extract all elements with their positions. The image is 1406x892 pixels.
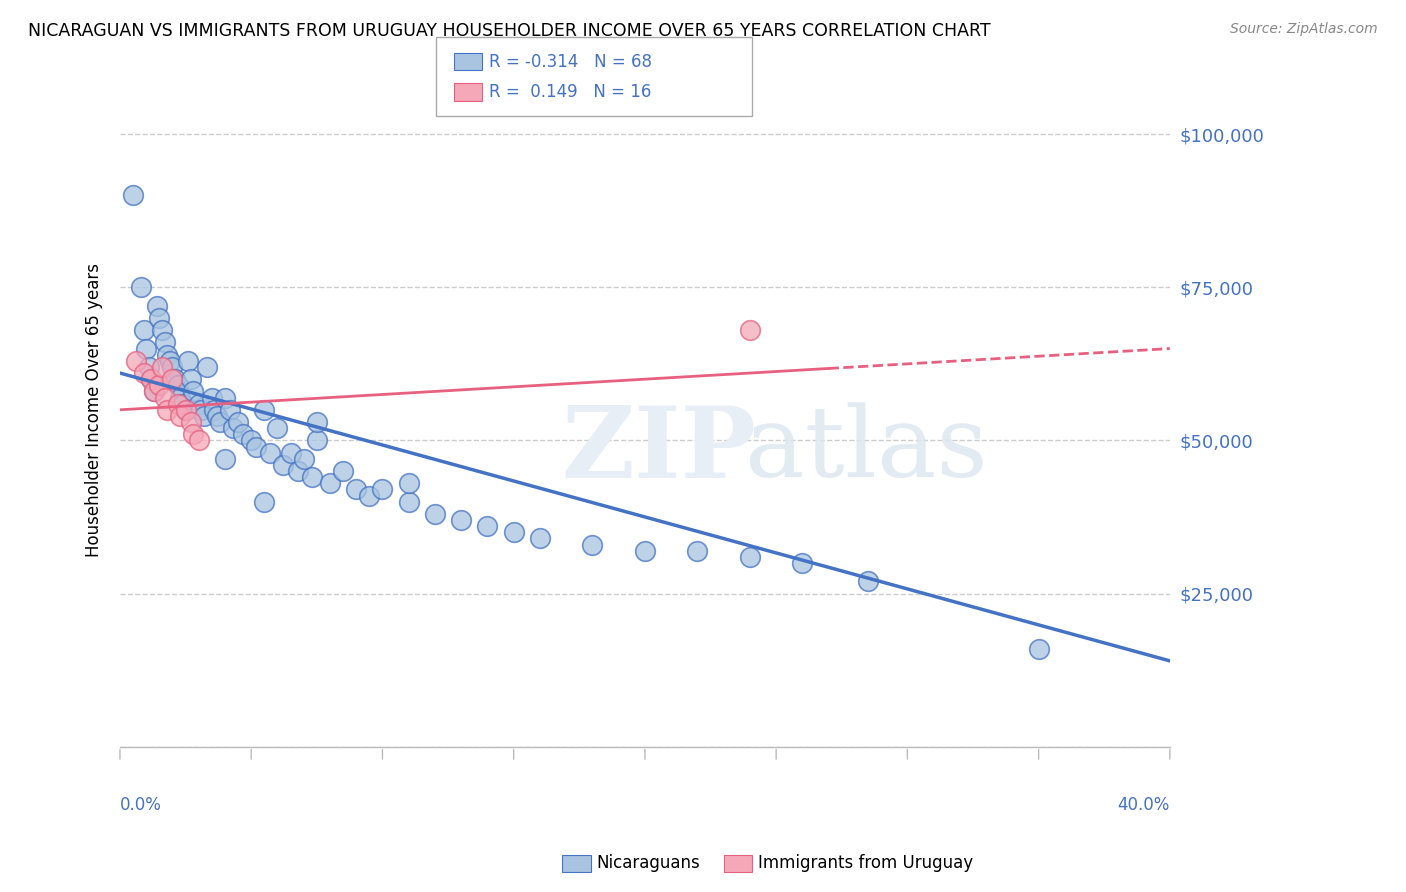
Point (253, 494, 276, 508)
Point (253, 402, 276, 417)
Point (156, 348, 179, 362)
Point (166, 397, 188, 411)
Point (201, 391, 224, 405)
Point (135, 342, 157, 356)
Point (205, 409, 228, 423)
Point (204, 402, 226, 417)
Point (148, 310, 170, 325)
Point (125, 353, 148, 368)
Point (305, 434, 328, 448)
Point (172, 397, 194, 411)
Point (305, 415, 328, 429)
Text: 0.0%: 0.0% (120, 796, 162, 814)
Point (529, 532, 551, 546)
Point (398, 476, 420, 491)
Point (280, 445, 302, 459)
Point (159, 353, 181, 368)
Point (193, 409, 215, 423)
Point (301, 470, 323, 484)
Text: Immigrants from Uruguay: Immigrants from Uruguay (758, 855, 973, 872)
Text: R =  0.149   N = 16: R = 0.149 N = 16 (489, 83, 651, 101)
Point (450, 513, 472, 527)
Point (581, 537, 603, 551)
Point (226, 415, 249, 429)
Text: NICARAGUAN VS IMMIGRANTS FROM URUGUAY HOUSEHOLDER INCOME OVER 65 YEARS CORRELATI: NICARAGUAN VS IMMIGRANTS FROM URUGUAY HO… (28, 22, 991, 40)
Point (162, 359, 184, 374)
Point (359, 489, 381, 503)
Point (287, 464, 309, 478)
Point (174, 402, 197, 417)
Point (150, 359, 173, 374)
Y-axis label: Householder Income Over 65 years: Householder Income Over 65 years (86, 263, 103, 557)
Point (292, 451, 315, 466)
Point (502, 525, 524, 540)
Point (634, 543, 657, 558)
Point (169, 391, 191, 405)
Point (423, 507, 446, 521)
Point (1028, 641, 1050, 656)
Point (143, 384, 166, 399)
Point (143, 384, 166, 399)
Point (271, 458, 294, 472)
Point (132, 323, 155, 337)
Point (180, 415, 202, 429)
Text: Source: ZipAtlas.com: Source: ZipAtlas.com (1230, 22, 1378, 37)
Point (177, 353, 200, 368)
Point (332, 464, 354, 478)
Point (187, 397, 209, 411)
Point (219, 402, 242, 417)
Point (148, 378, 170, 392)
Point (232, 427, 254, 442)
Point (174, 402, 197, 417)
Point (153, 391, 176, 405)
Point (266, 421, 288, 435)
Point (183, 427, 205, 442)
Point (259, 445, 281, 459)
Point (477, 519, 499, 533)
Point (792, 556, 814, 570)
Point (153, 335, 176, 350)
Point (222, 421, 245, 435)
Text: 40.0%: 40.0% (1118, 796, 1170, 814)
Text: atlas: atlas (745, 402, 987, 498)
Point (166, 378, 188, 392)
Point (141, 372, 163, 386)
Point (319, 476, 342, 491)
Point (398, 494, 420, 508)
Point (156, 402, 179, 417)
Point (165, 372, 187, 386)
Point (245, 440, 267, 454)
Point (208, 415, 231, 429)
Point (187, 434, 209, 448)
Point (122, 188, 145, 202)
Point (240, 434, 263, 448)
Point (129, 280, 152, 294)
Point (686, 543, 709, 558)
Point (150, 323, 173, 337)
Point (132, 366, 155, 380)
Point (344, 483, 367, 497)
Text: R = -0.314   N = 68: R = -0.314 N = 68 (489, 53, 652, 70)
Point (190, 402, 212, 417)
Point (162, 372, 184, 386)
Point (180, 372, 202, 386)
Text: Nicaraguans: Nicaraguans (596, 855, 700, 872)
Point (371, 483, 394, 497)
Point (738, 323, 761, 337)
Point (183, 384, 205, 399)
Point (141, 372, 163, 386)
Point (214, 391, 236, 405)
Point (145, 299, 167, 313)
Point (738, 549, 761, 564)
Text: ZIP: ZIP (561, 401, 756, 499)
Point (169, 409, 191, 423)
Point (856, 574, 879, 589)
Point (195, 359, 218, 374)
Point (138, 359, 160, 374)
Point (214, 451, 236, 466)
